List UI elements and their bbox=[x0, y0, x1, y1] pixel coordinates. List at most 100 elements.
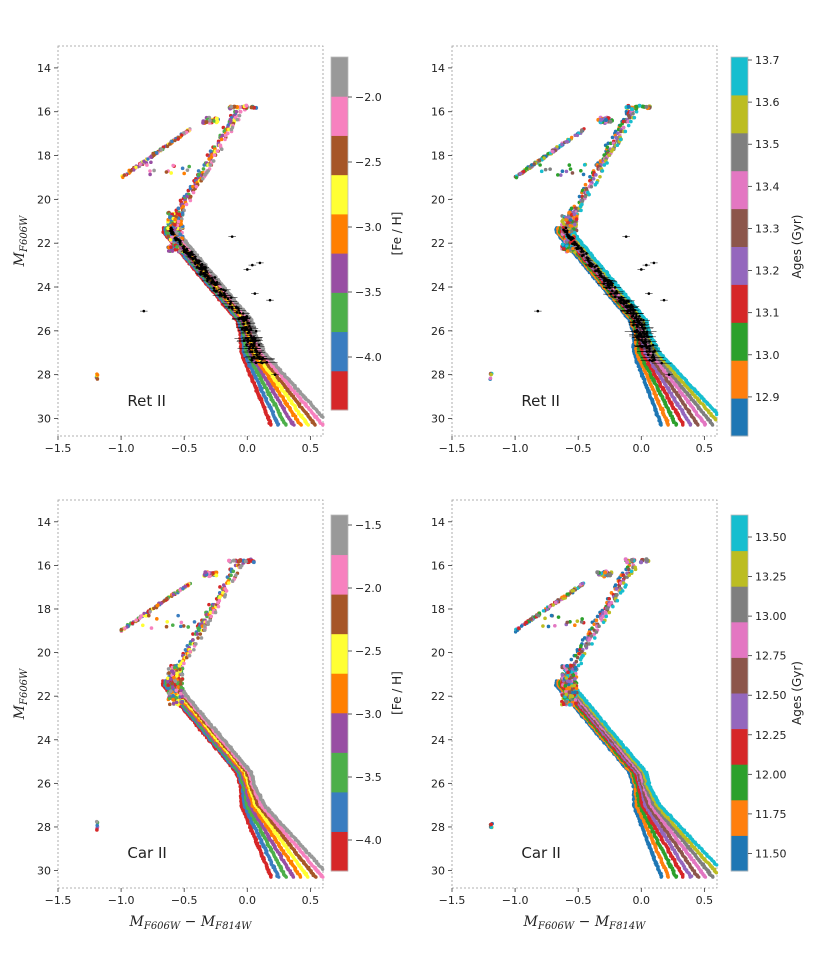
scatter-points bbox=[95, 104, 325, 427]
data-point bbox=[177, 207, 181, 211]
data-point bbox=[674, 423, 677, 426]
observed-point bbox=[249, 334, 252, 337]
observed-point bbox=[253, 355, 256, 358]
data-point bbox=[155, 151, 158, 154]
observed-point bbox=[206, 271, 209, 274]
data-point bbox=[659, 423, 662, 426]
data-point bbox=[96, 373, 100, 377]
observed-point bbox=[231, 235, 234, 238]
data-point bbox=[696, 423, 699, 426]
colorbar-segment bbox=[331, 135, 348, 175]
colorbar-segment bbox=[331, 96, 348, 136]
data-point bbox=[238, 114, 242, 118]
panel-label: Ret II bbox=[127, 392, 165, 410]
data-point bbox=[146, 157, 149, 160]
data-point bbox=[175, 245, 179, 249]
observed-point bbox=[231, 307, 234, 310]
data-point bbox=[169, 171, 173, 175]
data-point bbox=[177, 220, 181, 224]
panel-label: Ret II bbox=[521, 392, 559, 410]
observed-point bbox=[197, 259, 200, 262]
data-point bbox=[681, 423, 684, 426]
observed-point bbox=[198, 267, 201, 270]
x-tick-label: −0.5 bbox=[565, 442, 592, 455]
observed-point bbox=[230, 296, 233, 299]
y-tick-label: 16 bbox=[431, 106, 445, 119]
data-point bbox=[703, 423, 706, 426]
observed-point bbox=[195, 259, 198, 262]
colorbar-segment bbox=[331, 332, 348, 372]
observed-point bbox=[251, 264, 254, 267]
data-point bbox=[307, 423, 310, 426]
data-point bbox=[173, 218, 177, 222]
x-tick-label: −1.0 bbox=[502, 442, 529, 455]
data-point bbox=[201, 177, 205, 181]
colorbar-segment bbox=[331, 175, 348, 215]
data-point bbox=[129, 169, 132, 172]
data-point bbox=[313, 423, 316, 426]
colorbar-tick-label: −3.5 bbox=[355, 286, 382, 299]
data-point bbox=[230, 128, 234, 132]
data-point bbox=[165, 170, 169, 174]
observed-point bbox=[143, 310, 146, 313]
data-point bbox=[203, 173, 207, 177]
colorbar-segment bbox=[331, 57, 348, 97]
x-tick-label: −1.5 bbox=[45, 442, 72, 455]
observed-point bbox=[258, 344, 261, 347]
data-point bbox=[209, 149, 213, 153]
observed-point bbox=[194, 261, 197, 264]
y-tick-label: 30 bbox=[37, 412, 51, 425]
y-tick-label: 16 bbox=[37, 106, 51, 119]
data-point bbox=[182, 131, 185, 134]
y-tick-label: 28 bbox=[37, 369, 51, 382]
observed-point bbox=[255, 354, 258, 357]
observed-point bbox=[253, 342, 256, 345]
observed-point bbox=[254, 292, 257, 295]
data-point bbox=[171, 164, 175, 168]
data-point bbox=[223, 138, 227, 142]
colorbar-tick-label: −2.5 bbox=[355, 156, 382, 169]
data-point bbox=[182, 172, 186, 176]
observed-point bbox=[262, 357, 265, 360]
observed-point bbox=[244, 318, 247, 321]
data-point bbox=[689, 423, 692, 426]
data-point bbox=[123, 173, 126, 176]
observed-point bbox=[219, 294, 222, 297]
y-tick-label: 18 bbox=[431, 150, 445, 163]
observed-point bbox=[247, 322, 250, 325]
observed-point bbox=[227, 298, 230, 301]
data-point bbox=[96, 377, 100, 381]
colorbar-segment bbox=[331, 253, 348, 293]
observed-point bbox=[201, 263, 204, 266]
observed-point bbox=[274, 373, 277, 376]
data-point bbox=[300, 423, 303, 426]
observed-point bbox=[238, 312, 241, 315]
data-point bbox=[189, 199, 193, 203]
colorbar-segment bbox=[331, 292, 348, 332]
observed-point bbox=[246, 268, 249, 271]
data-point bbox=[167, 249, 171, 253]
observed-point bbox=[194, 255, 197, 258]
data-point bbox=[276, 423, 279, 426]
observed-point bbox=[214, 284, 217, 287]
observed-point bbox=[213, 289, 216, 292]
scatter-points bbox=[488, 104, 718, 427]
colorbar-title: [Fe / H] bbox=[390, 212, 404, 256]
observed-point bbox=[187, 255, 190, 258]
data-point bbox=[139, 162, 142, 165]
data-point bbox=[220, 138, 224, 142]
observed-point bbox=[250, 359, 253, 362]
colorbar-segment bbox=[331, 214, 348, 254]
data-point bbox=[229, 105, 233, 109]
data-point bbox=[149, 155, 152, 158]
data-point bbox=[250, 105, 254, 109]
observed-point bbox=[213, 287, 216, 290]
y-tick-label: 26 bbox=[37, 325, 51, 338]
data-point bbox=[284, 423, 287, 426]
data-point bbox=[192, 191, 196, 195]
data-point bbox=[212, 159, 216, 163]
observed-point bbox=[242, 320, 245, 323]
